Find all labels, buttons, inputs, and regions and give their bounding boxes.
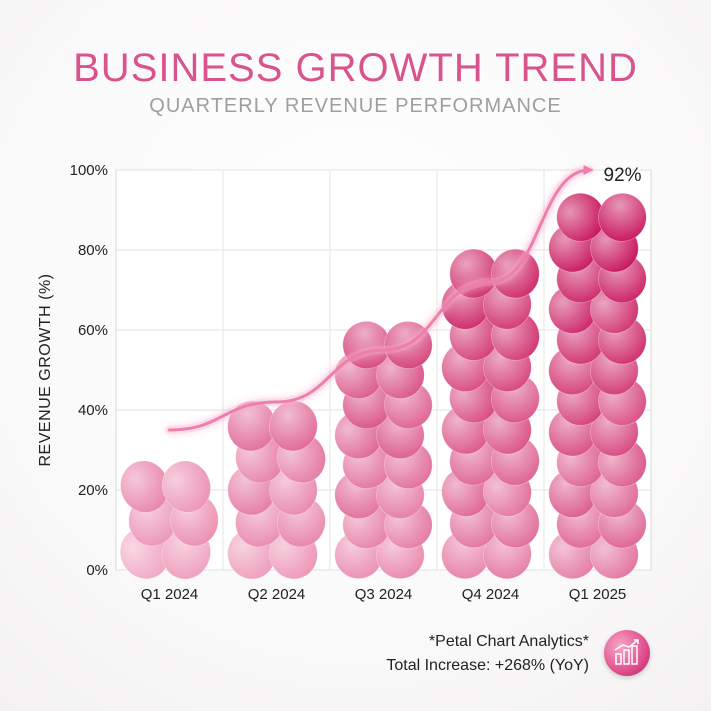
- y-tick-label: 0%: [86, 562, 108, 579]
- x-axis: Q1 2024 Q2 2024 Q3 2024 Q4 2024 Q1 2025: [141, 586, 627, 603]
- x-tick-label: Q4 2024: [462, 586, 520, 603]
- trend-annotation: 92%: [604, 165, 642, 186]
- bar: [119, 460, 219, 580]
- x-tick-label: Q3 2024: [355, 586, 413, 603]
- y-axis-label: REVENUE GROWTH (%): [37, 274, 54, 467]
- footer: *Petal Chart Analytics* Total Increase: …: [386, 630, 589, 678]
- bar-chart-icon: [604, 630, 650, 676]
- y-axis: 0% 20% 40% 60% 80% 100%: [70, 162, 108, 579]
- y-tick-label: 60%: [78, 322, 108, 339]
- chart-subtitle: QUARTERLY REVENUE PERFORMANCE: [149, 95, 562, 117]
- x-tick-label: Q1 2025: [569, 586, 627, 603]
- trend: 92%: [165, 165, 642, 434]
- footer-brand: *Petal Chart Analytics*: [428, 633, 589, 650]
- bars: [119, 192, 647, 580]
- x-tick-label: Q1 2024: [141, 586, 199, 603]
- y-tick-label: 100%: [70, 162, 108, 179]
- chart-title: BUSINESS GROWTH TREND: [73, 46, 638, 90]
- x-tick-label: Q2 2024: [248, 586, 306, 603]
- bar: [548, 192, 647, 580]
- bar: [227, 400, 326, 580]
- y-tick-label: 20%: [78, 482, 108, 499]
- y-tick-label: 40%: [78, 402, 108, 419]
- footer-summary: Total Increase: +268% (YoY): [386, 657, 589, 674]
- bar: [441, 248, 540, 580]
- bar: [334, 320, 433, 580]
- trend-line: [168, 165, 594, 432]
- y-tick-label: 80%: [78, 242, 108, 259]
